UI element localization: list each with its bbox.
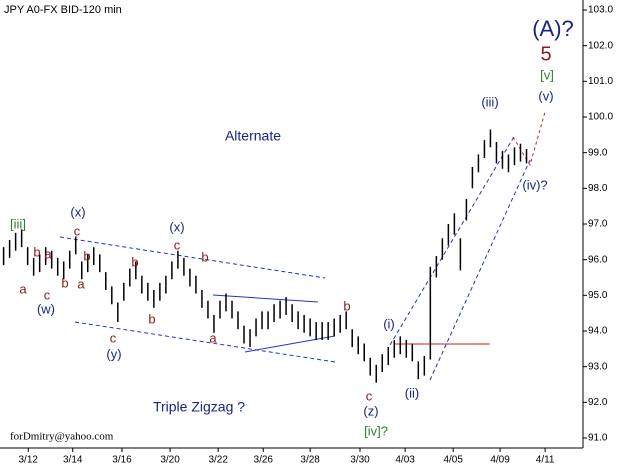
wave-label: (iv)? <box>522 177 547 192</box>
x-tick-label: 3/20 <box>160 455 180 466</box>
wave-label: 5 <box>540 43 551 65</box>
chart-title: JPY A0-FX BID-120 min <box>4 4 122 16</box>
y-tick-label: 96.0 <box>588 254 608 265</box>
wave-label: Alternate <box>225 128 281 144</box>
wave-label: [iv]? <box>364 423 388 438</box>
x-tick-label: 4/03 <box>395 455 415 466</box>
wave-label: a <box>44 246 52 261</box>
wave-label: c <box>74 223 81 238</box>
x-tick-label: 3/16 <box>112 455 132 466</box>
wave-label: b <box>83 248 90 263</box>
wave-label: c <box>174 237 181 252</box>
x-tick-label: 4/05 <box>443 455 463 466</box>
wave-label: b <box>343 298 350 313</box>
wave-label: (x) <box>169 219 184 234</box>
x-tick-label: 4/09 <box>490 455 510 466</box>
wave-label: c <box>366 388 373 403</box>
wave-label: (A)? <box>532 16 574 41</box>
y-tick-label: 93.0 <box>588 361 608 372</box>
wave-label: b <box>33 244 40 259</box>
y-tick-label: 103.0 <box>588 5 613 16</box>
wave-label: b <box>148 311 155 326</box>
wave-label: c <box>110 330 117 345</box>
y-tick-label: 102.0 <box>588 40 613 51</box>
y-tick-label: 95.0 <box>588 290 608 301</box>
wave-label: b <box>131 254 138 269</box>
y-tick-label: 91.0 <box>588 433 608 444</box>
trend-lines <box>59 111 546 381</box>
wave-label: a <box>19 281 27 296</box>
wave-label: (z) <box>363 403 378 418</box>
wave-label: b <box>201 249 208 264</box>
wave-label: c <box>44 287 51 302</box>
wave-label: [v] <box>540 67 554 82</box>
wave-label: (x) <box>70 204 85 219</box>
wave-label: Triple Zigzag ? <box>153 399 245 415</box>
watermark: forDmitry@yahoo.com <box>10 431 114 443</box>
wave-label: (w) <box>37 301 55 316</box>
y-tick-label: 97.0 <box>588 219 608 230</box>
x-tick-label: 3/26 <box>254 455 274 466</box>
wave-label: [iii] <box>10 216 26 231</box>
wave-label: (i) <box>383 316 395 331</box>
x-tick-label: 3/14 <box>63 455 83 466</box>
wave-label: a <box>77 276 85 291</box>
wave-label: (iii) <box>481 94 498 109</box>
wave-label: a <box>209 330 217 345</box>
wave-label: (ii) <box>405 385 419 400</box>
wave-label: (v) <box>538 88 553 103</box>
x-tick-label: 3/12 <box>19 455 39 466</box>
y-tick-label: 100.0 <box>588 112 613 123</box>
y-tick-label: 99.0 <box>588 147 608 158</box>
x-tick-label: 3/30 <box>350 455 370 466</box>
y-tick-label: 98.0 <box>588 183 608 194</box>
wave-label: (y) <box>106 346 121 361</box>
wave-label: b <box>61 275 68 290</box>
y-tick-label: 92.0 <box>588 397 608 408</box>
x-tick-label: 3/28 <box>300 455 320 466</box>
y-tick-label: 101.0 <box>588 76 613 87</box>
x-tick-label: 4/11 <box>536 455 555 466</box>
x-tick-label: 3/22 <box>208 455 228 466</box>
y-tick-label: 94.0 <box>588 326 608 337</box>
